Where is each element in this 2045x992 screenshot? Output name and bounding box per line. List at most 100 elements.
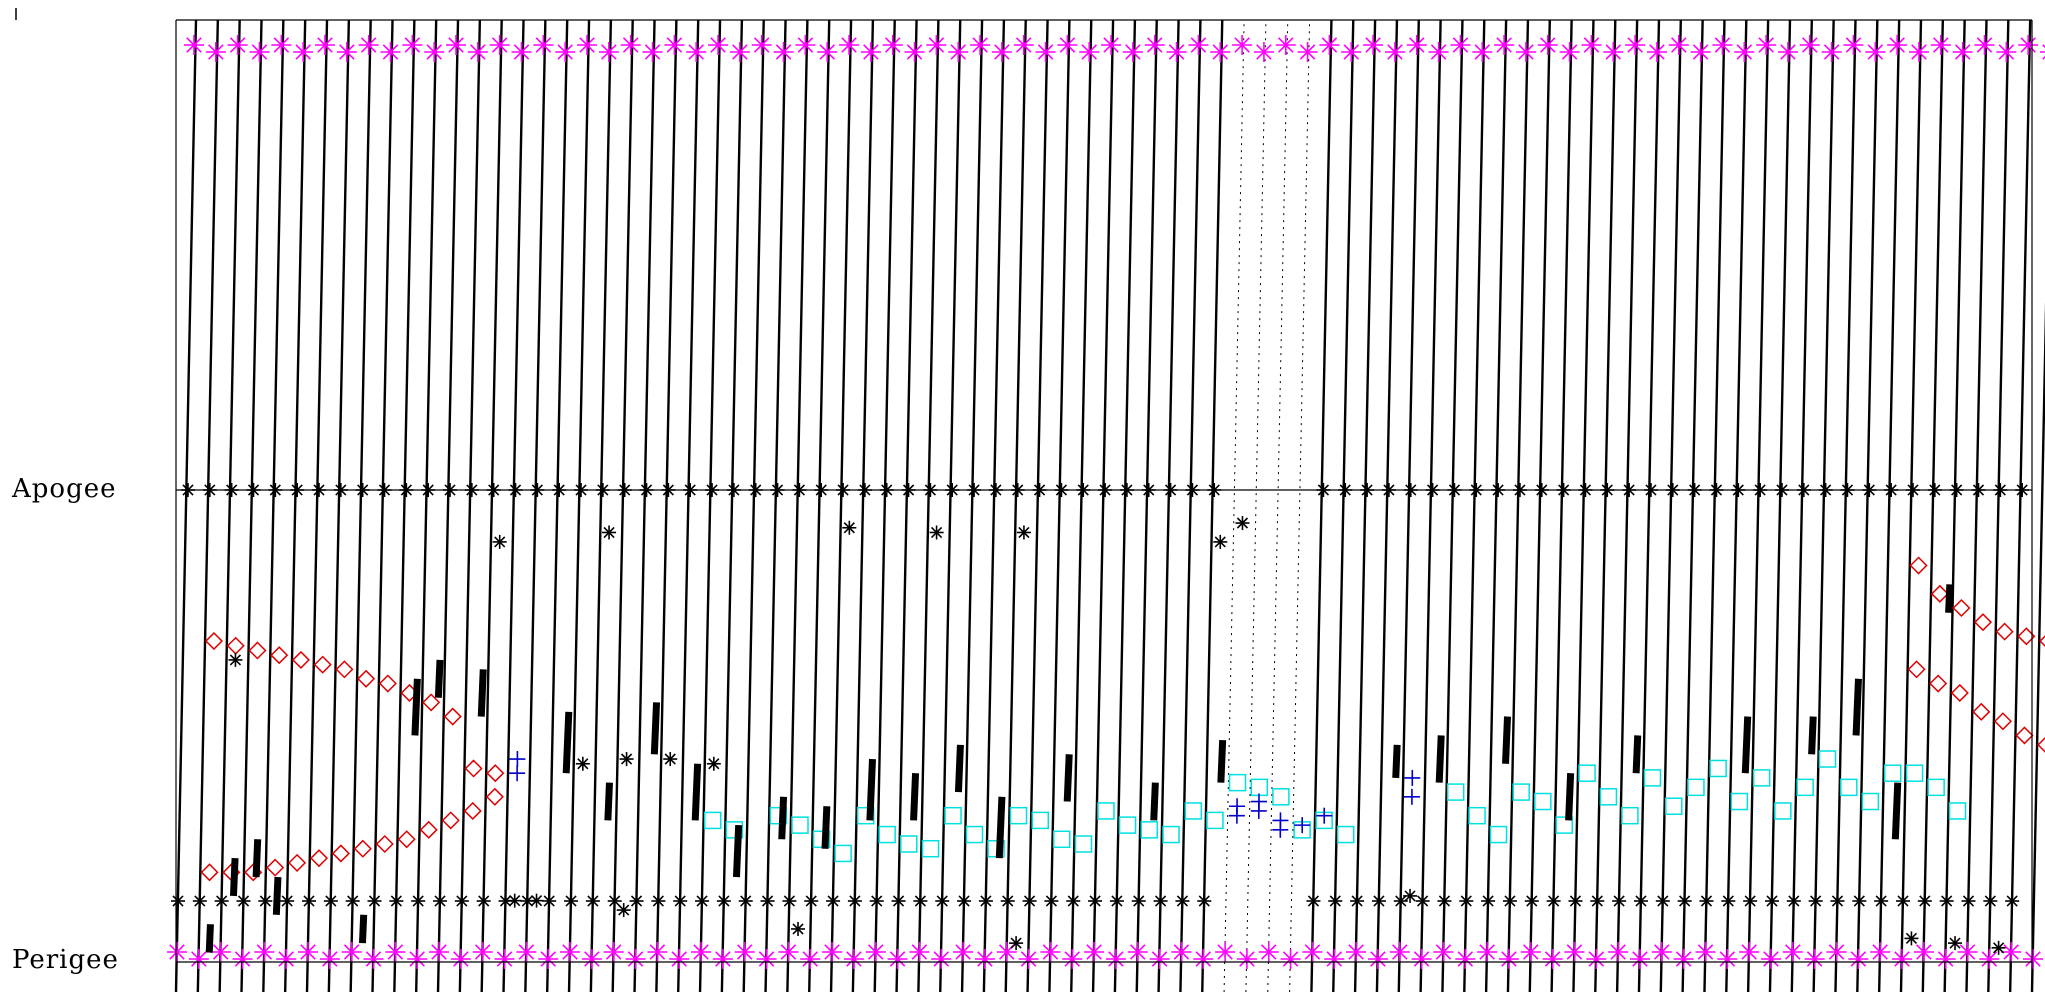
boundary-top-20 (620, 35, 641, 55)
boundary-top-25-stroke-3 (732, 44, 748, 60)
point-square-8 (900, 835, 918, 853)
orbit-track-1 (196, 19, 220, 992)
orbit-tracks (174, 19, 2045, 992)
boundary-bottom-31 (843, 949, 864, 969)
track-segment-30 (1891, 782, 1902, 840)
point-star-10 (663, 752, 678, 767)
point-square-1 (725, 821, 744, 839)
boundary-bottom-85-stroke-3 (2025, 951, 2041, 967)
perigee-cross-0-stroke-3 (172, 895, 184, 907)
perigee-cross-20 (607, 894, 622, 908)
boundary-bottom-43-stroke-3 (1108, 951, 1124, 967)
orbit-track-24 (698, 19, 722, 992)
boundary-top-44 (1144, 35, 1165, 55)
boundary-top-10 (402, 35, 423, 55)
point-square-4 (812, 830, 831, 849)
orbit-track-40 (1048, 19, 1071, 992)
boundary-bottom-83-stroke-3 (1981, 951, 1998, 967)
boundary-top-79 (1908, 42, 1929, 62)
boundary-top-83-stroke-3 (1998, 44, 2015, 60)
perigee-cross-13-stroke-3 (456, 895, 468, 907)
perigee-cross-11 (411, 894, 426, 908)
boundary-bottom-8-stroke-3 (343, 944, 360, 960)
boundary-bottom-9 (363, 949, 384, 969)
point-star-7-stroke-3 (1236, 517, 1249, 529)
perigee-cross-33 (891, 894, 906, 908)
perigee-cross-30 (826, 894, 841, 908)
boundary-bottom-35 (931, 949, 952, 969)
boundary-top-81-stroke-3 (1954, 44, 1971, 60)
point-star-17 (1009, 936, 1024, 951)
boundary-top-24-stroke-3 (710, 37, 726, 53)
boundary-bottom-24 (691, 942, 712, 962)
perigee-cross-67-stroke-3 (1635, 895, 1647, 907)
boundary-top-36-stroke-3 (972, 37, 988, 53)
perigee-cross-47-stroke-3 (1198, 895, 1210, 907)
perigee-cross-71-stroke-3 (1722, 895, 1734, 907)
boundary-top-47 (1210, 42, 1231, 62)
orbit-track-70 (1703, 19, 1726, 992)
boundary-bottom-77-stroke-3 (1850, 951, 1867, 967)
boundary-top-23 (686, 42, 707, 62)
boundary-top-73-stroke-3 (1780, 44, 1796, 60)
orbit-track-81 (1943, 19, 1966, 992)
perigee-cross-56-stroke-3 (1395, 895, 1407, 907)
boundary-bottom-31-stroke-3 (846, 951, 862, 967)
orbit-track-64 (1572, 19, 1595, 992)
point-diamond-21 (397, 830, 416, 849)
boundary-top-85 (2040, 44, 2045, 60)
boundary-top-20-stroke-3 (622, 37, 639, 53)
perigee-cross-54 (1350, 894, 1365, 908)
perigee-cross-9 (367, 894, 382, 908)
boundary-top-62-stroke-3 (1540, 37, 1556, 53)
orbit-track-9 (371, 19, 394, 992)
perigee-cross-15-stroke-3 (499, 895, 512, 907)
boundary-top-73 (1777, 42, 1798, 62)
boundary-bottom-30-stroke-3 (824, 944, 840, 960)
perigee-cross-47 (1197, 894, 1212, 908)
point-diamond-37 (1952, 598, 1971, 618)
boundary-bottom-78-stroke-3 (1872, 944, 1888, 960)
orbit-track-25 (720, 19, 744, 992)
boundary-bottom-47 (1193, 949, 1214, 969)
orbit-track-82 (1965, 19, 1988, 992)
boundary-top-77 (1865, 42, 1886, 62)
orbit-track-20 (611, 19, 634, 992)
point-star-6 (1213, 534, 1228, 549)
boundary-bottom-79-stroke-3 (1894, 951, 1910, 967)
boundary-bottom-51 (1280, 949, 1301, 969)
point-square-36 (1599, 788, 1618, 806)
perigee-cross-55-stroke-3 (1373, 895, 1385, 907)
point-star-8 (575, 756, 590, 771)
boundary-bottom-28 (778, 942, 799, 962)
boundary-bottom-68 (1651, 942, 1672, 962)
boundary-bottom-72-stroke-3 (1741, 944, 1757, 960)
perigee-cross-19 (585, 894, 600, 908)
boundary-bottom-59 (1455, 949, 1476, 969)
boundary-bottom-12-stroke-3 (431, 944, 447, 960)
perigee-cross-53-stroke-3 (1329, 895, 1341, 907)
point-square-10 (944, 806, 962, 825)
boundary-top-56 (1406, 35, 1427, 55)
perigee-cross-34-stroke-3 (914, 895, 927, 907)
boundary-top-83 (1996, 42, 2017, 62)
perigee-cross-19-stroke-3 (587, 895, 599, 907)
point-square-28 (1336, 825, 1355, 844)
boundary-bottom-11 (407, 949, 428, 969)
perigee-cross-42-stroke-3 (1089, 895, 1101, 907)
boundary-top-4-stroke-3 (273, 37, 290, 53)
orbit-track-51 (1289, 19, 1311, 992)
perigee-cross-3-stroke-3 (237, 895, 250, 907)
point-star-5-stroke-3 (1018, 526, 1030, 539)
perigee-cross-59 (1459, 894, 1474, 908)
point-star-11 (706, 756, 721, 771)
perigee-cross-65-stroke-3 (1591, 895, 1603, 907)
boundary-bottom-25-stroke-3 (715, 951, 731, 967)
perigee-cross-69-stroke-3 (1679, 895, 1691, 907)
point-plus-11 (1404, 769, 1421, 786)
boundary-top-15-stroke-3 (513, 44, 530, 60)
point-square-41 (1709, 759, 1727, 778)
boundary-top-68-stroke-3 (1671, 37, 1687, 53)
boundary-bottom-73-stroke-3 (1763, 951, 1779, 967)
